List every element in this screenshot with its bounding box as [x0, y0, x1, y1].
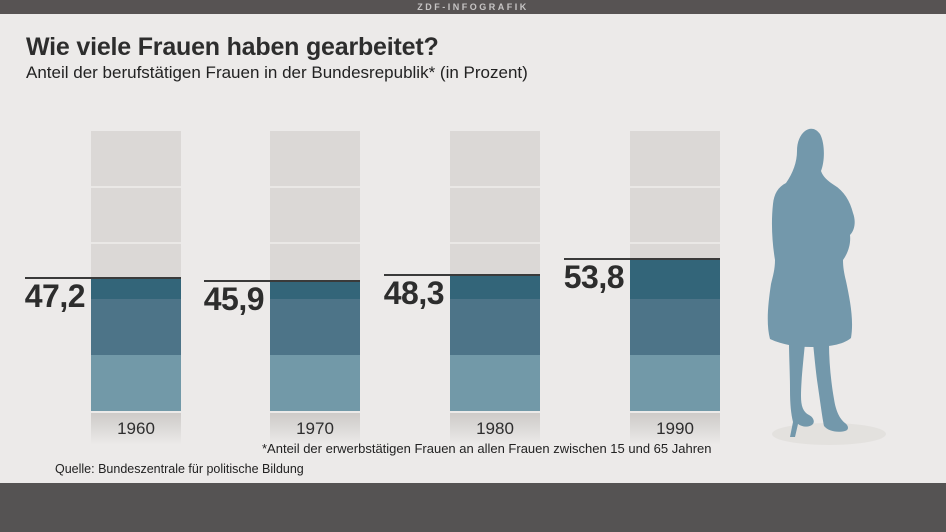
bar-segment-dark-1980 [450, 275, 540, 299]
bar-track-1990 [630, 131, 720, 261]
bar-segment-mid-1970 [270, 299, 360, 355]
woman-body [767, 128, 855, 347]
broadcaster-banner: ZDF-INFOGRAFIK [0, 0, 946, 14]
x-tick-label-1990: 1990 [656, 419, 694, 438]
x-tick-label-1980: 1980 [476, 419, 514, 438]
value-line-1980 [384, 273, 540, 276]
gridline [270, 242, 360, 244]
bar-track-1970 [270, 131, 360, 283]
bottom-bar [0, 483, 946, 532]
bar-segment-light-1970 [270, 355, 360, 411]
bar-reflection-1990 [630, 413, 720, 445]
gridline [630, 242, 720, 244]
value-line-1960 [25, 276, 181, 279]
bar-segment-mid-1960 [91, 299, 181, 355]
gridline [270, 186, 360, 188]
value-line-1990 [564, 258, 720, 261]
floor-shadow [772, 423, 886, 445]
gridline [450, 242, 540, 244]
bar-segment-dark-1990 [630, 260, 720, 299]
woman-silhouette-icon [767, 128, 886, 445]
x-tick-label-1960: 1960 [117, 419, 155, 438]
woman-right-leg [813, 343, 848, 432]
chart-footnote: *Anteil der erwerbstätigen Frauen an all… [262, 441, 712, 456]
bar-reflection-1970 [270, 413, 360, 445]
gridline [630, 186, 720, 188]
bar-segment-light-1980 [450, 355, 540, 411]
woman-silhouette-illustration [765, 124, 895, 455]
value-line-1970 [204, 280, 360, 283]
bar-track-1960 [91, 131, 181, 279]
value-label-1960: 47,2 [24, 277, 86, 314]
bar-segment-mid-1980 [450, 299, 540, 355]
woman-left-leg [789, 343, 814, 437]
chart-title: Wie viele Frauen haben gearbeitet? [26, 33, 439, 61]
bar-reflection-1960 [91, 413, 181, 445]
bar-segment-mid-1990 [630, 299, 720, 355]
bar-track-1980 [450, 131, 540, 276]
value-label-1980: 48,3 [383, 274, 445, 311]
chart-subtitle: Anteil der berufstätigen Frauen in der B… [26, 63, 528, 82]
value-label-1990: 53,8 [563, 259, 625, 296]
gridline [91, 242, 181, 244]
value-label-1970: 45,9 [203, 281, 265, 318]
bar-reflection-1980 [450, 413, 540, 445]
banner-label: ZDF-INFOGRAFIK [417, 2, 529, 12]
x-tick-label-1970: 1970 [296, 419, 334, 438]
source-credit: Quelle: Bundeszentrale für politische Bi… [55, 462, 304, 476]
bar-segment-light-1990 [630, 355, 720, 411]
bar-segment-dark-1960 [91, 278, 181, 299]
gridline [450, 186, 540, 188]
bar-segment-dark-1970 [270, 282, 360, 299]
bar-segment-light-1960 [91, 355, 181, 411]
gridline [91, 186, 181, 188]
